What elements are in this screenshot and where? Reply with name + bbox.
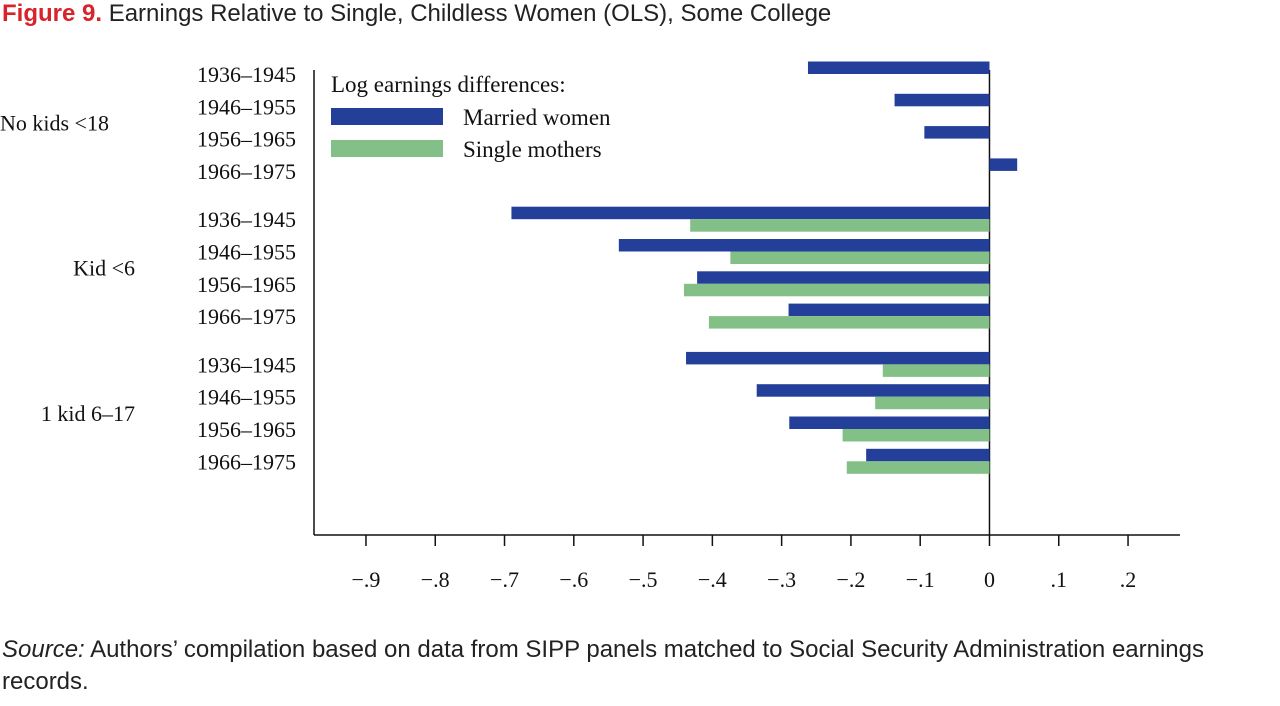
x-tick-label: −.9 xyxy=(351,567,380,592)
bar-single-mothers xyxy=(690,219,990,232)
bar-chart: −.9 −.8 −.7 −.6 −.5 −.4 −.3 −.2 −.1 0 .1 .2 1936–194… xyxy=(0,61,1180,592)
cohort-label: 1946–1955 xyxy=(197,240,296,265)
bar-single-mothers xyxy=(882,364,990,377)
bar-married-women xyxy=(866,448,990,462)
legend-title: Log earnings differences: xyxy=(331,72,566,97)
bar-married-women xyxy=(618,239,990,252)
x-tick-label: −.6 xyxy=(559,567,588,592)
x-tick-label: −.5 xyxy=(629,567,658,592)
bar-married-women xyxy=(756,384,990,397)
legend-swatch-single xyxy=(331,140,443,157)
x-tick-label: −.2 xyxy=(836,567,865,592)
x-tick-label: 0 xyxy=(984,567,995,592)
cohort-label: 1936–1945 xyxy=(197,62,296,87)
x-tick-label: −.1 xyxy=(906,567,935,592)
figure-label: Figure 9. xyxy=(2,0,103,27)
bar-single-mothers xyxy=(683,283,990,297)
source-label: Source: xyxy=(2,636,85,663)
bar-single-mothers xyxy=(846,461,990,474)
bar-single-mothers xyxy=(730,251,990,264)
figure-title-text: Earnings Relative to Single, Childless W… xyxy=(108,0,832,27)
bar-married-women xyxy=(511,206,990,220)
cohort-label: 1966–1975 xyxy=(197,159,296,184)
bar-married-women xyxy=(807,61,990,74)
x-tick-label: .1 xyxy=(1051,567,1068,592)
bar-single-mothers xyxy=(875,396,990,410)
bar-married-women xyxy=(789,416,990,429)
x-tick-label: −.3 xyxy=(767,567,796,592)
bar-married-women xyxy=(686,351,990,365)
source-text: Authors’ compilation based on data from … xyxy=(2,636,1204,695)
bar-married-women xyxy=(788,303,990,317)
x-tick-label: −.4 xyxy=(698,567,727,592)
bar-married-women xyxy=(697,271,990,284)
bar-married-women xyxy=(894,93,990,107)
figure-title: Figure 9. Earnings Relative to Single, C… xyxy=(2,0,831,28)
x-tick-label: −.8 xyxy=(421,567,450,592)
cohort-label: 1966–1975 xyxy=(197,304,296,329)
legend-label-married: Married women xyxy=(463,105,611,130)
bar-married-women xyxy=(924,126,990,139)
cohort-label: 1956–1965 xyxy=(197,417,296,442)
cohort-label: 1956–1965 xyxy=(197,127,296,152)
legend-swatch-married xyxy=(331,108,443,125)
bar-single-mothers xyxy=(842,429,990,442)
x-tick-label: .2 xyxy=(1120,567,1137,592)
cohort-label: 1946–1955 xyxy=(197,385,296,410)
cohort-label: 1956–1965 xyxy=(197,272,296,297)
x-tick-label: −.7 xyxy=(490,567,519,592)
cohort-label: 1936–1945 xyxy=(197,207,296,232)
bar-married-women xyxy=(989,158,1018,171)
cohort-label: 1946–1955 xyxy=(197,94,296,119)
bar-single-mothers xyxy=(708,316,990,329)
legend-label-single: Single mothers xyxy=(463,137,602,162)
group-label: Kid <6 xyxy=(73,256,135,281)
group-label: No kids <18 xyxy=(0,110,109,135)
source-note: Source: Authors’ compilation based on da… xyxy=(2,634,1278,698)
cohort-label: 1936–1945 xyxy=(197,352,296,377)
group-label: 1 kid 6–17 xyxy=(41,401,135,426)
cohort-label: 1966–1975 xyxy=(197,449,296,474)
